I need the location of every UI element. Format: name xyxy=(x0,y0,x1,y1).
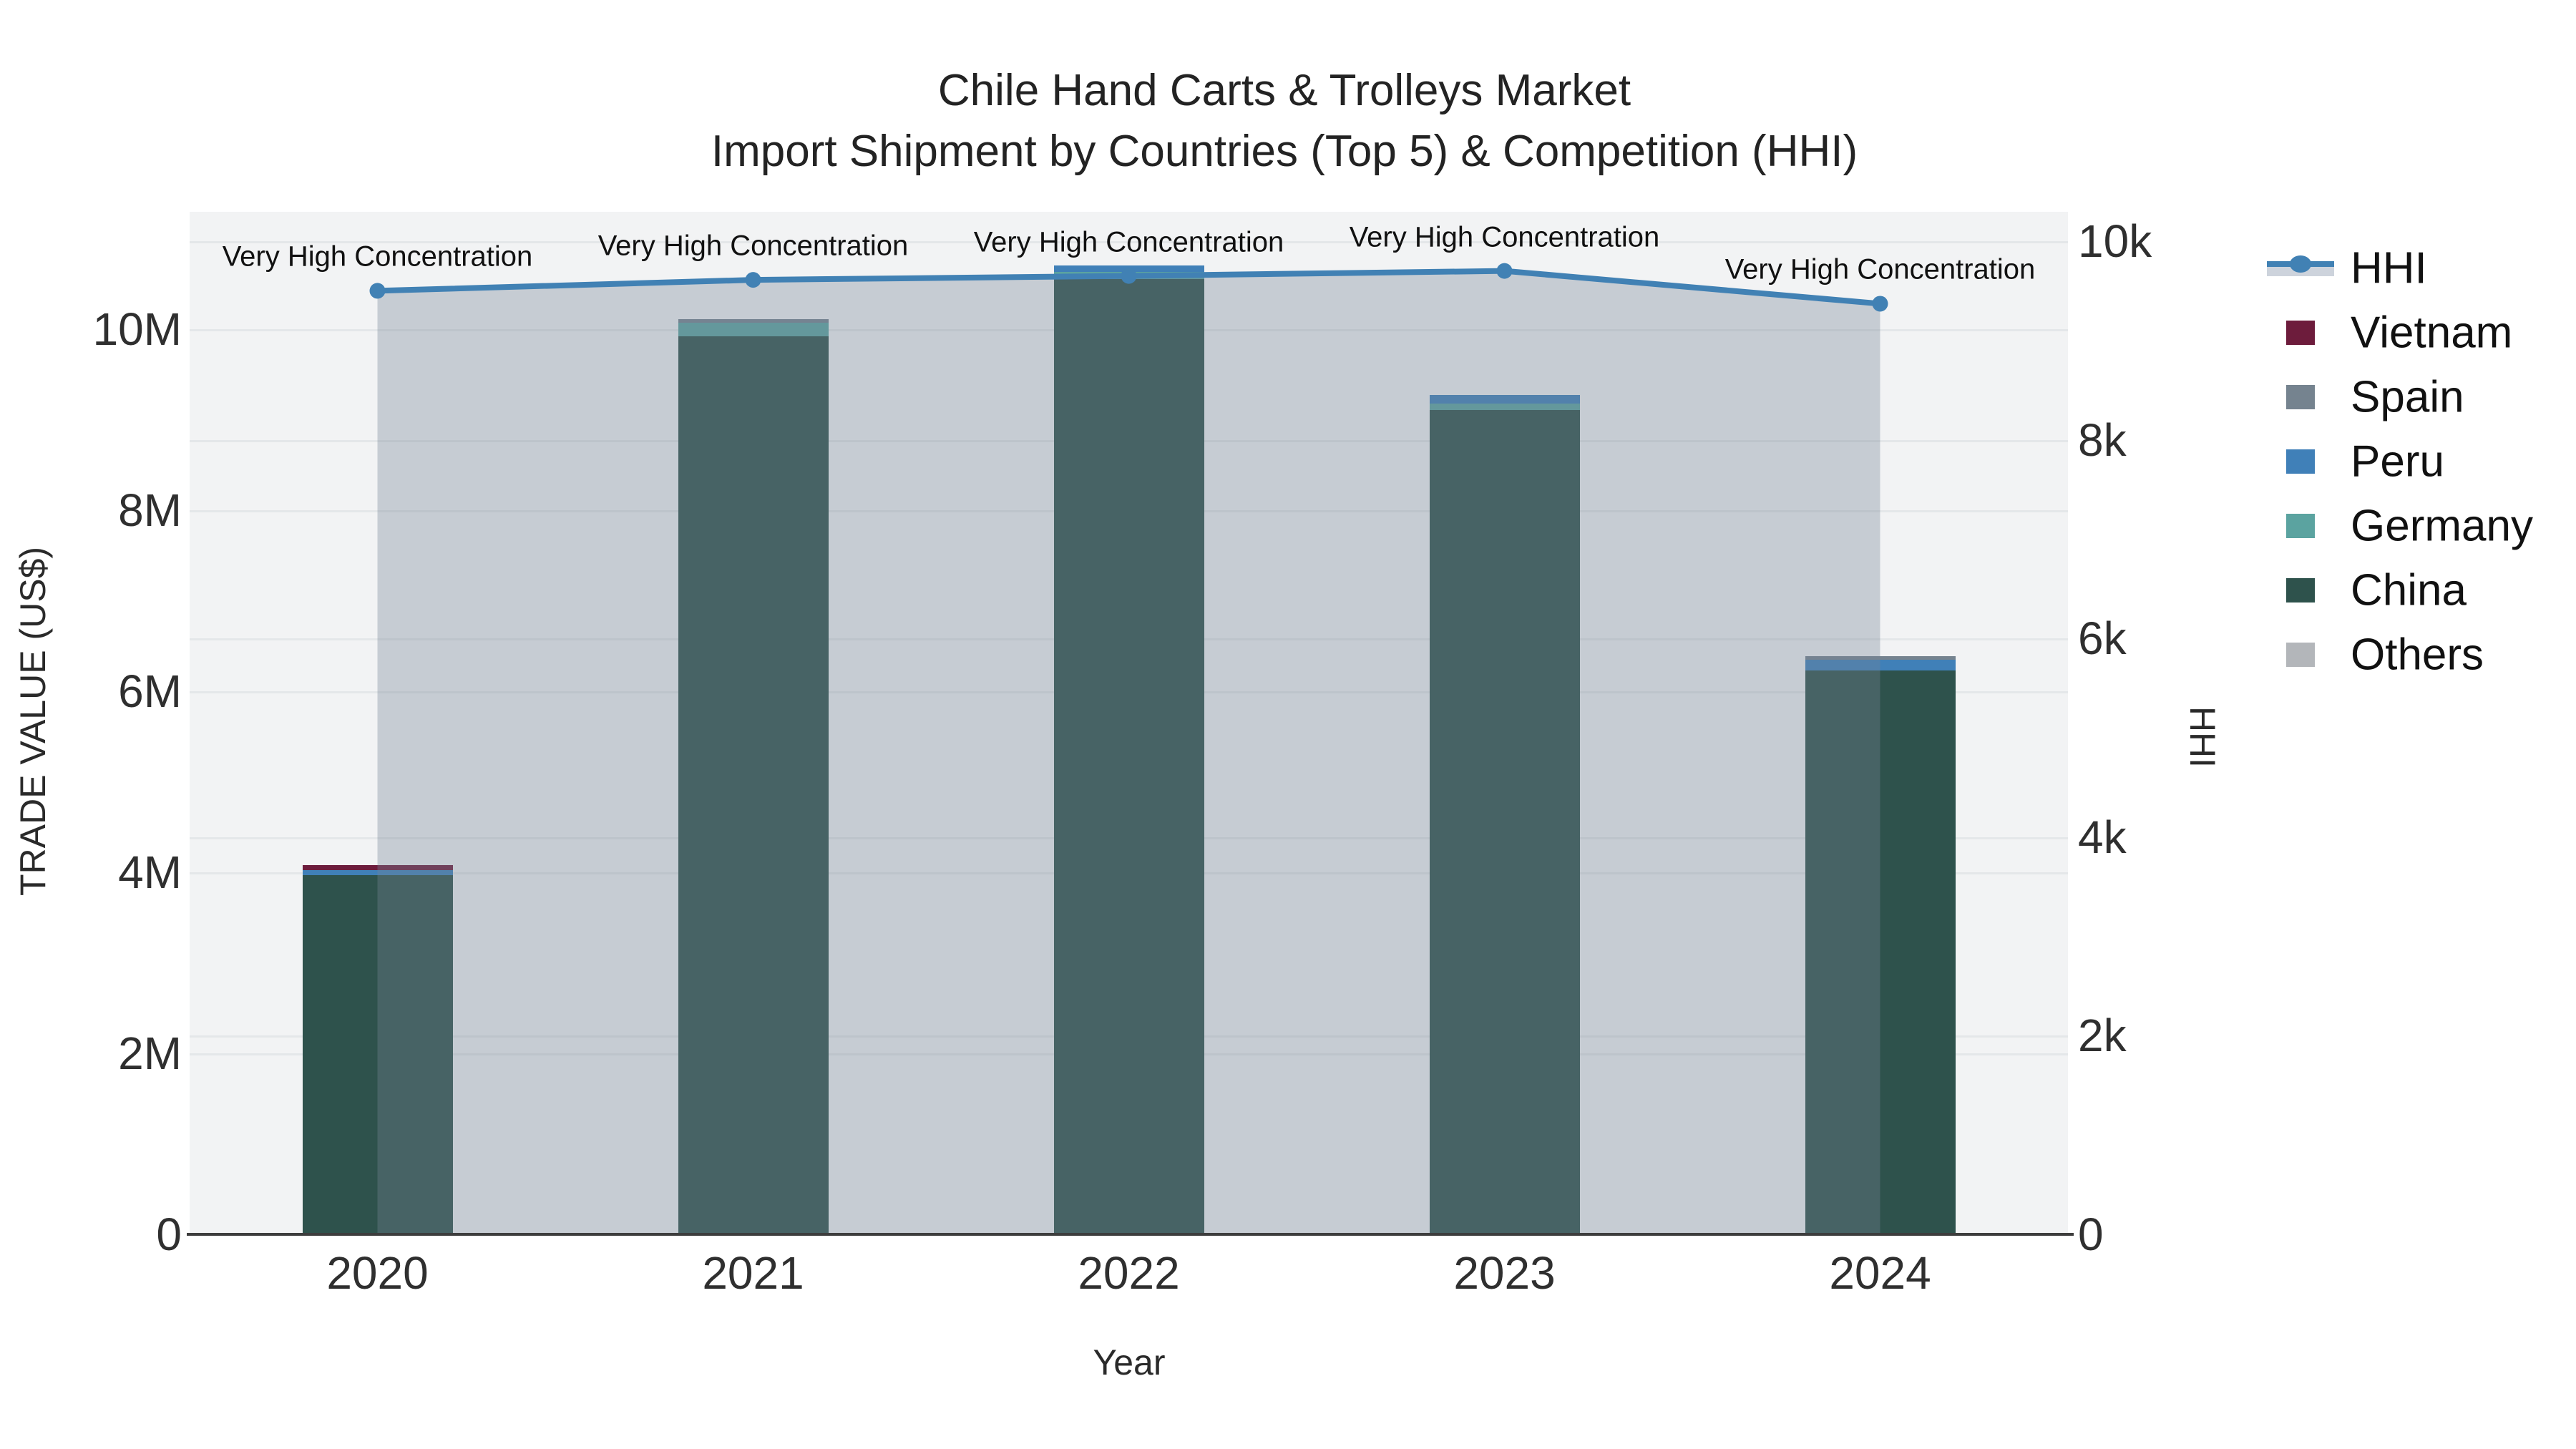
bar-segment-spain-2021[interactable] xyxy=(678,319,829,323)
legend-label-china: China xyxy=(2351,565,2467,615)
bar-segment-china-2020[interactable] xyxy=(302,874,453,1234)
hhi-marker-2022[interactable] xyxy=(1121,268,1137,284)
annotation-2020: Very High Concentration xyxy=(222,240,533,273)
bar-segment-china-2021[interactable] xyxy=(678,336,829,1234)
legend-label-spain: Spain xyxy=(2351,372,2464,422)
legend-label-peru: Peru xyxy=(2351,436,2444,487)
legend-label-others: Others xyxy=(2351,630,2484,680)
y-right-tick-0: 0 xyxy=(2078,1209,2104,1260)
annotation-2022: Very High Concentration xyxy=(973,226,1284,258)
annotation-2021: Very High Concentration xyxy=(597,230,909,262)
bar-segment-peru-2023[interactable] xyxy=(1429,395,1580,404)
legend-swatch-peru xyxy=(2286,449,2315,474)
y-left-tick-4M: 4M xyxy=(118,847,182,898)
legend-swatch-others xyxy=(2286,643,2315,667)
hhi-legend-line-icon xyxy=(2267,255,2334,279)
x-tick-2020: 2020 xyxy=(326,1247,429,1299)
legend-swatch-vietnam xyxy=(2286,321,2315,345)
legend-swatch-germany xyxy=(2286,514,2315,538)
chart-title: Chile Hand Carts & Trolleys Market Impor… xyxy=(711,60,1858,182)
y-left-tick-2M: 2M xyxy=(118,1028,182,1079)
x-axis-title: Year xyxy=(1093,1342,1166,1382)
bar-segment-germany-2021[interactable] xyxy=(678,323,829,337)
legend-item-china[interactable]: China xyxy=(2261,558,2569,623)
bar-segment-germany-2023[interactable] xyxy=(1429,403,1580,410)
hhi-legend-marker xyxy=(2290,255,2311,273)
chart-title-line1: Chile Hand Carts & Trolleys Market xyxy=(937,66,1631,115)
legend-item-peru[interactable]: Peru xyxy=(2261,429,2569,494)
legend-item-spain[interactable]: Spain xyxy=(2261,365,2569,429)
y-left-tick-10M: 10M xyxy=(92,303,182,355)
legend-item-others[interactable]: Others xyxy=(2261,623,2569,687)
legend-label-vietnam: Vietnam xyxy=(2351,308,2513,358)
legend-label-germany: Germany xyxy=(2351,501,2533,551)
annotation-2023: Very High Concentration xyxy=(1349,221,1660,253)
bar-segment-peru-2024[interactable] xyxy=(1805,659,1956,670)
gridline xyxy=(190,241,2068,243)
y-right-tick-2k: 2k xyxy=(2078,1010,2127,1062)
hhi-marker-2023[interactable] xyxy=(1496,263,1513,279)
hhi-line-layer xyxy=(369,263,1888,1234)
bar-segment-peru-2020[interactable] xyxy=(302,870,453,875)
bar-segment-china-2023[interactable] xyxy=(1429,409,1580,1234)
chart-title-line2: Import Shipment by Countries (Top 5) & C… xyxy=(711,127,1858,176)
x-tick-2024: 2024 xyxy=(1829,1247,1931,1299)
y-axis-left-title: TRADE VALUE (US$) xyxy=(13,546,53,897)
y-left-tick-8M: 8M xyxy=(118,484,182,536)
legend-swatch-spain xyxy=(2286,385,2315,409)
bar-segment-china-2024[interactable] xyxy=(1805,670,1956,1234)
legend-item-vietnam[interactable]: Vietnam xyxy=(2261,301,2569,365)
y-left-tick-0: 0 xyxy=(156,1209,182,1260)
y-left-tick-6M: 6M xyxy=(118,665,182,717)
x-tick-2022: 2022 xyxy=(1078,1247,1180,1299)
legend-label-hhi: HHI xyxy=(2351,243,2427,293)
annotation-2024: Very High Concentration xyxy=(1724,253,2036,286)
hhi-area-fill xyxy=(377,270,1880,1234)
hhi-marker-2024[interactable] xyxy=(1872,296,1888,312)
y-right-tick-10k: 10k xyxy=(2078,215,2152,267)
bar-segment-vietnam-2020[interactable] xyxy=(302,864,453,871)
x-axis-line xyxy=(187,1233,2074,1236)
hhi-marker-2021[interactable] xyxy=(745,272,761,288)
y-axis-right-title: HHI xyxy=(2182,706,2223,769)
legend-item-germany[interactable]: Germany xyxy=(2261,494,2569,558)
legend-item-hhi[interactable]: HHI xyxy=(2261,236,2569,301)
bar-segment-spain-2024[interactable] xyxy=(1805,655,1956,660)
y-right-tick-6k: 6k xyxy=(2078,613,2127,665)
x-tick-2023: 2023 xyxy=(1453,1247,1556,1299)
bar-segment-china-2022[interactable] xyxy=(1053,279,1204,1234)
hhi-marker-2020[interactable] xyxy=(369,283,386,299)
plot-area[interactable]: Very High Concentration Very High Concent… xyxy=(187,212,2074,1236)
y-right-tick-4k: 4k xyxy=(2078,811,2127,863)
y-right-tick-8k: 8k xyxy=(2078,414,2127,466)
x-tick-2021: 2021 xyxy=(702,1247,804,1299)
legend-swatch-china xyxy=(2286,578,2315,602)
